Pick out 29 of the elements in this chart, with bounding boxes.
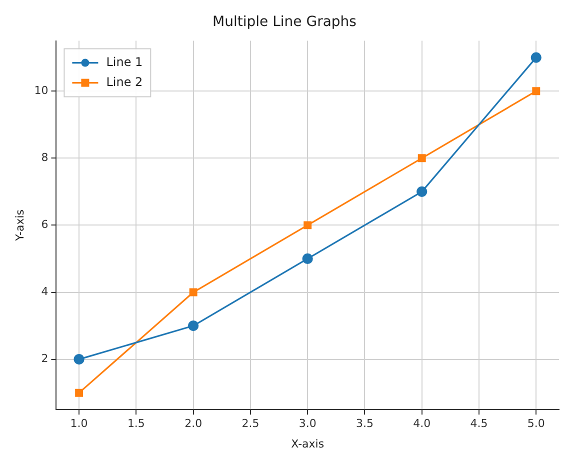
point xyxy=(75,388,84,397)
x-tick-label: 1.5 xyxy=(127,417,145,430)
y-tick-label: 8 xyxy=(41,151,48,164)
point xyxy=(532,87,540,96)
y-tick-label: 6 xyxy=(41,218,48,232)
point xyxy=(189,288,198,296)
y-tick-label: 4 xyxy=(41,285,48,298)
x-axis-title: X-axis xyxy=(291,437,324,450)
legend-label: Line 1 xyxy=(106,54,143,69)
point xyxy=(188,320,199,332)
point xyxy=(416,186,428,197)
point xyxy=(74,354,84,365)
legend-label: Line 2 xyxy=(106,74,143,89)
x-tick-label: 2.5 xyxy=(242,417,260,430)
x-tick-label: 4.5 xyxy=(470,417,488,430)
x-tick-label: 3.0 xyxy=(298,417,316,430)
y-axis-title: Y-axis xyxy=(13,209,26,242)
x-tick-label: 3.5 xyxy=(356,417,374,430)
y-tick-label: 2 xyxy=(41,352,48,366)
y-tick-label: 10 xyxy=(34,84,48,97)
x-tick-label: 1.0 xyxy=(70,417,88,430)
point xyxy=(530,52,542,63)
chart-title: Multiple Line Graphs xyxy=(212,14,356,30)
point xyxy=(304,221,312,230)
x-tick-label: 5.0 xyxy=(527,417,545,430)
x-tick-label: 4.0 xyxy=(413,417,431,430)
point xyxy=(302,253,313,264)
x-tick-label: 2.0 xyxy=(184,417,202,430)
point xyxy=(418,154,426,162)
